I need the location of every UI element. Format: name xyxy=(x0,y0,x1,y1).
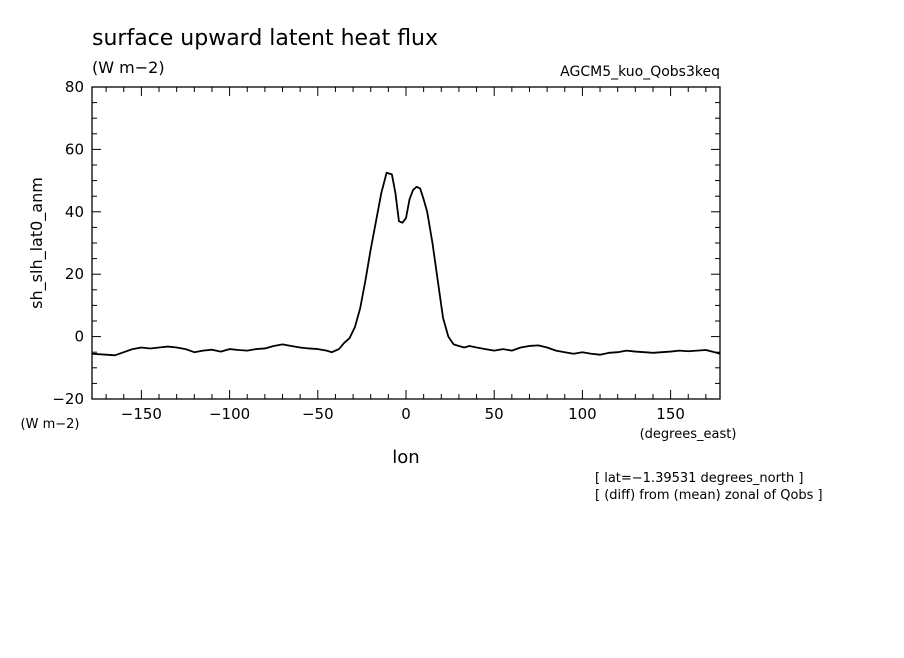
note-latitude: [ lat=−1.39531 degrees_north ] xyxy=(595,471,803,486)
x-axis-units: (degrees_east) xyxy=(640,427,737,442)
x-tick-label: 150 xyxy=(656,405,685,423)
x-tick-label: 0 xyxy=(401,405,411,423)
tick-group xyxy=(92,86,720,400)
x-axis-label: lon xyxy=(392,447,419,468)
note-difference: [ (diff) from (mean) zonal of Qobs ] xyxy=(595,488,823,503)
chart-title: surface upward latent heat flux xyxy=(92,26,438,51)
y-axis-units: (W m−2) xyxy=(21,417,80,432)
y-tick-label: −20 xyxy=(52,390,84,408)
series-group xyxy=(91,171,721,357)
chart-subtitle: (W m−2) xyxy=(92,58,165,77)
x-tick-label: −50 xyxy=(302,405,334,423)
y-axis-label: sh_slh_lat0_anm xyxy=(27,177,47,309)
y-tick-label: 0 xyxy=(74,328,84,346)
x-tick-label: 100 xyxy=(568,405,597,423)
y-tick-label: 60 xyxy=(65,140,84,158)
y-tick-label: 80 xyxy=(65,78,84,96)
tick-label-group: −150 −100 −50 0 50 100 150 −20 0 20 40 60 80 xyxy=(52,78,685,423)
plot-frame xyxy=(91,86,721,400)
x-tick-label: 50 xyxy=(485,405,504,423)
y-tick-label: 20 xyxy=(65,265,84,283)
series-line-0 xyxy=(91,171,721,357)
y-tick-label: 40 xyxy=(65,203,84,221)
run-label: AGCM5_kuo_Qobs3keq xyxy=(560,64,720,80)
x-tick-label: −100 xyxy=(209,405,250,423)
x-tick-label: −150 xyxy=(121,405,162,423)
